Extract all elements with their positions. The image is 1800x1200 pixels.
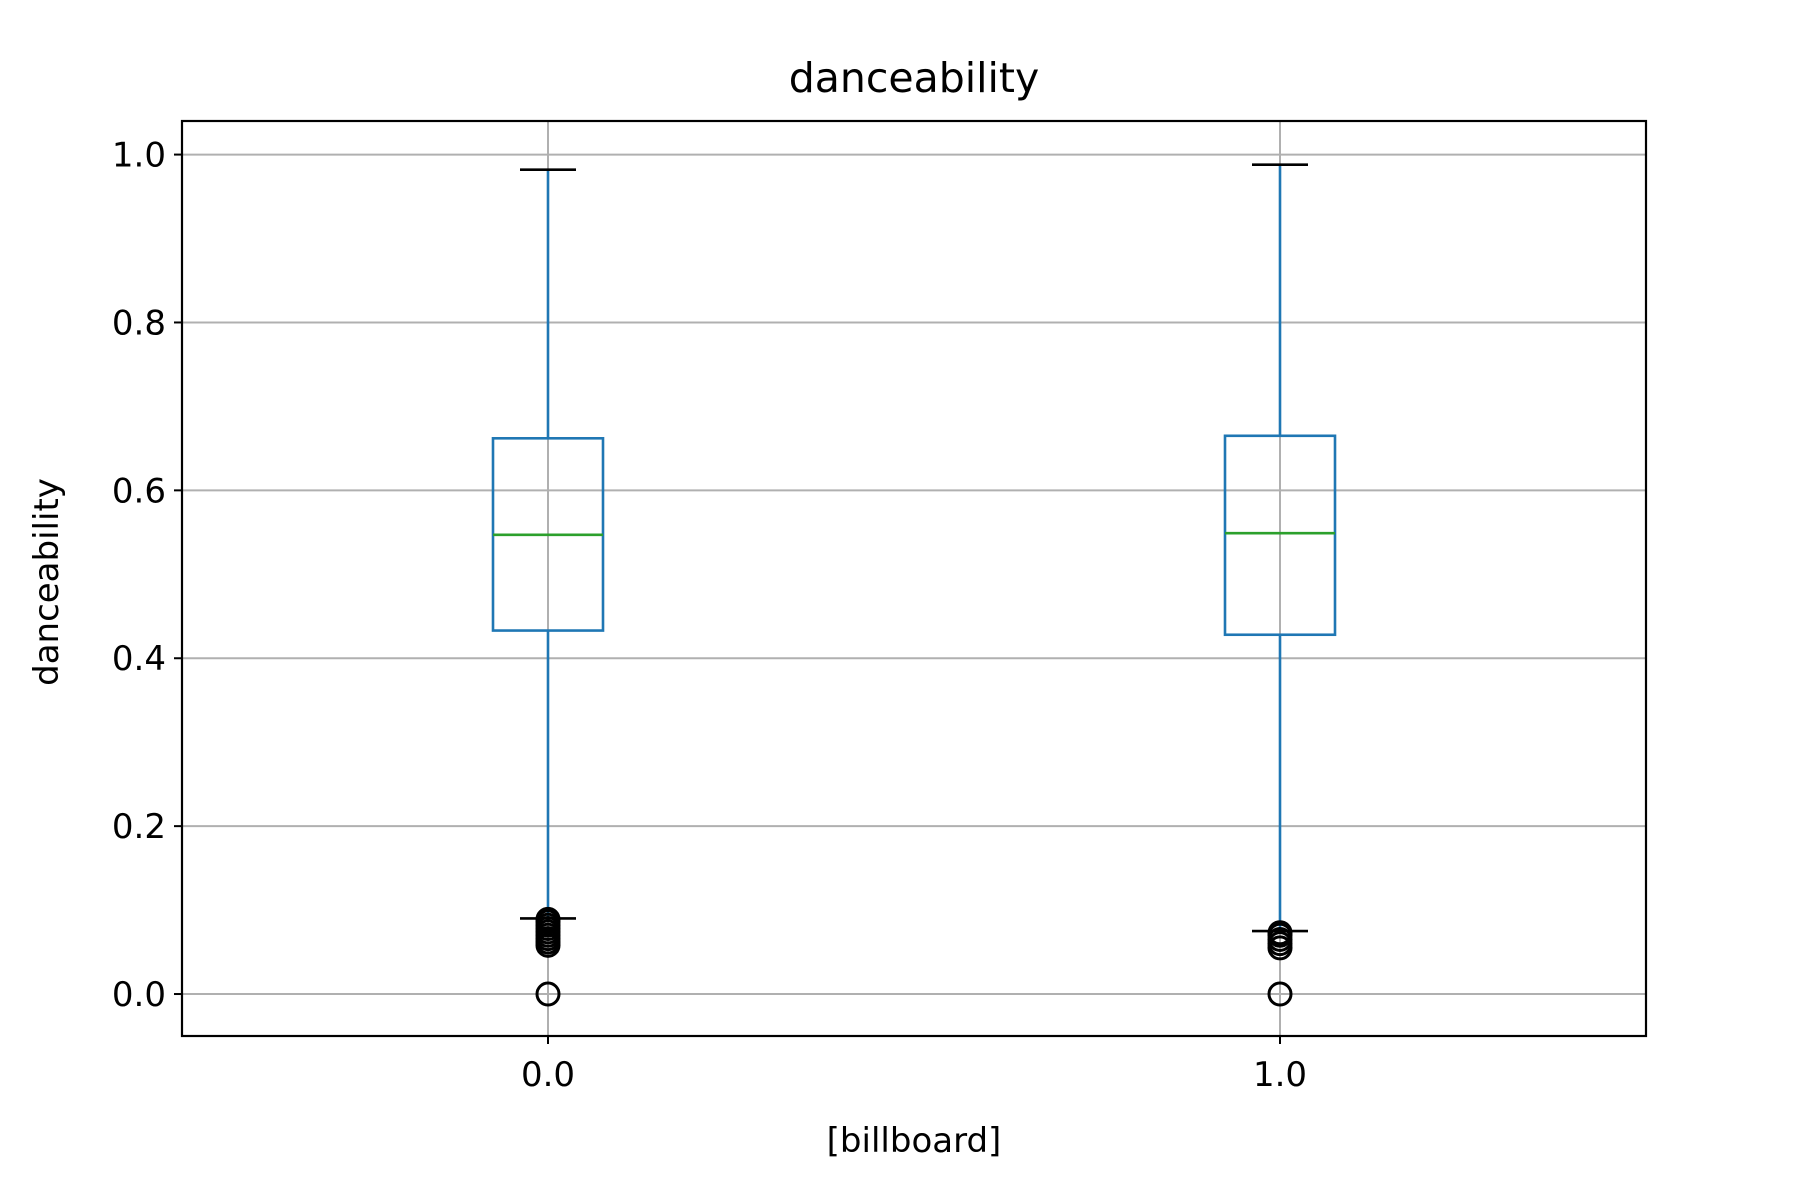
x-axis-label: [billboard] bbox=[827, 1121, 1002, 1161]
y-tick-label: 0.0 bbox=[112, 975, 166, 1015]
y-tick-label: 0.6 bbox=[112, 471, 166, 511]
y-tick-label: 0.2 bbox=[112, 807, 166, 847]
y-tick-label: 0.8 bbox=[112, 303, 166, 343]
y-tick-label: 1.0 bbox=[112, 136, 166, 176]
y-tick-label: 0.4 bbox=[112, 639, 166, 679]
chart-title: danceability bbox=[789, 54, 1040, 102]
x-tick-label: 0.0 bbox=[521, 1055, 575, 1095]
x-tick-label: 1.0 bbox=[1253, 1055, 1307, 1095]
y-axis-label: danceability bbox=[27, 478, 67, 686]
